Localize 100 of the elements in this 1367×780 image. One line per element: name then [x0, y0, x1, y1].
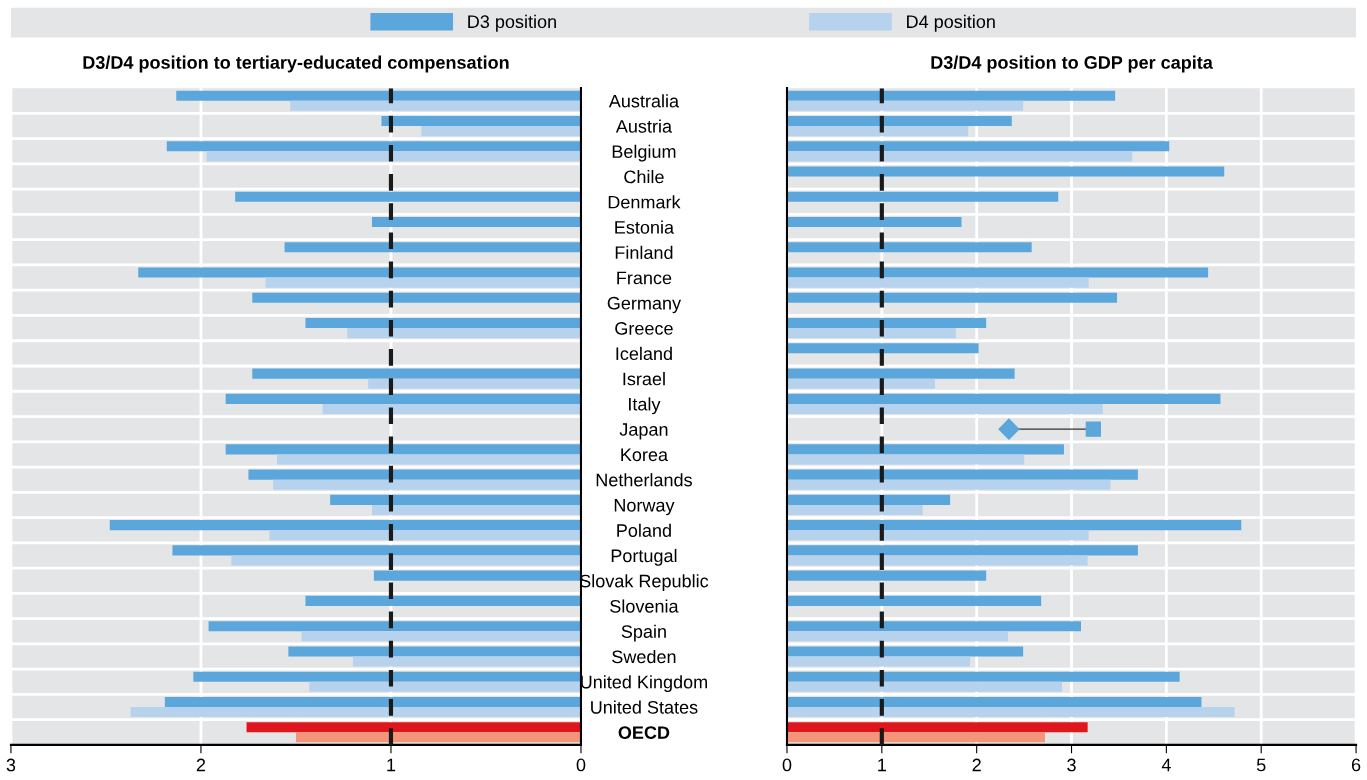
bar [193, 671, 581, 682]
y-tick-label: Finland [615, 245, 673, 260]
y-tick-label: Iceland [616, 346, 672, 361]
bar [381, 115, 581, 127]
bar [130, 707, 581, 718]
bar [786, 141, 1170, 152]
bar [786, 621, 1082, 632]
bar [786, 292, 1118, 303]
y-tick-label: France [617, 271, 672, 285]
bar [786, 378, 935, 389]
bar [269, 530, 581, 541]
bar [786, 403, 1103, 414]
bar [786, 555, 1088, 566]
bar [786, 696, 1202, 708]
bar [301, 631, 581, 642]
bar [176, 90, 581, 101]
bar [273, 479, 581, 490]
bar [786, 520, 1242, 531]
y-tick-label: OECD [618, 726, 670, 739]
bar [786, 267, 1209, 278]
bar [786, 504, 923, 516]
y-tick-label: Denmark [608, 195, 681, 209]
bar [231, 555, 581, 566]
bar [786, 115, 1012, 127]
bar [786, 681, 1063, 692]
bar [371, 216, 581, 228]
bar [786, 494, 951, 505]
bar [786, 277, 1089, 288]
bar [164, 696, 581, 708]
bar [309, 681, 581, 692]
y-tick-label: United Kingdom [581, 675, 707, 693]
bar [786, 545, 1138, 556]
x-tick-label: 0 [576, 758, 586, 772]
bar [786, 444, 1064, 455]
bar [421, 126, 581, 137]
bar [138, 267, 581, 278]
x-tick-label: 6 [1351, 758, 1361, 772]
bar [252, 292, 581, 303]
y-tick-label: Slovenia [610, 599, 679, 613]
y-tick-label: Norway [614, 499, 675, 516]
bar [276, 454, 581, 465]
x-tick-label: 1 [878, 758, 886, 772]
y-tick-label: Chile [624, 170, 664, 184]
bar [322, 403, 581, 414]
y-tick-label: Australia [608, 94, 680, 108]
y-tick-label: Italy [629, 397, 661, 415]
bar [786, 530, 1089, 541]
y-tick-label: Estonia [615, 220, 675, 234]
bar [305, 318, 581, 329]
bar [295, 732, 581, 743]
bar [786, 126, 969, 137]
x-tick-label: 2 [972, 758, 981, 772]
x-tick-label: 3 [6, 758, 16, 772]
bar [786, 191, 1059, 202]
bar [786, 722, 1088, 733]
bar [305, 595, 581, 606]
bar [347, 328, 581, 339]
bar [265, 277, 581, 288]
x-tick-label: 0 [782, 758, 792, 772]
bar [786, 595, 1042, 606]
bar [786, 454, 1025, 465]
y-tick-label: Belgium [612, 144, 676, 162]
bar [786, 216, 962, 228]
chart-title: D3/D4 position to tertiary-educated compensation [83, 55, 509, 73]
bar [166, 141, 581, 152]
bar [208, 621, 581, 632]
bar [786, 631, 1008, 642]
bar [786, 570, 987, 581]
bar [352, 656, 581, 667]
chart-title: D3/D4 position to GDP per capita [931, 55, 1213, 73]
y-tick-label: Slovak Republic [580, 574, 709, 591]
bar [248, 469, 581, 480]
x-tick-label: 2 [196, 758, 206, 772]
bar [786, 646, 1024, 657]
bar [786, 151, 1133, 162]
y-tick-label: Japan [619, 423, 668, 440]
bar [786, 656, 971, 667]
bar [786, 328, 956, 339]
bar [786, 90, 1116, 101]
bar [786, 393, 1221, 404]
y-tick-label: Germany [607, 296, 682, 314]
bar [330, 494, 581, 505]
bar [786, 242, 1032, 253]
y-tick-label: Spain [621, 624, 666, 642]
x-tick-label: 4 [1161, 758, 1171, 772]
bar [371, 504, 581, 516]
bar [235, 191, 581, 202]
bar [109, 520, 581, 531]
y-tick-label: Netherlands [596, 473, 692, 487]
bar [786, 343, 979, 354]
y-tick-label: Sweden [612, 649, 676, 664]
bar [206, 151, 581, 162]
bar [786, 707, 1235, 718]
bar [246, 722, 581, 733]
bar [290, 100, 581, 111]
bar [288, 646, 581, 657]
y-tick-label: Portugal [611, 548, 677, 566]
x-tick-label: 1 [387, 758, 396, 772]
bar [225, 393, 581, 404]
x-tick-label: 5 [1256, 758, 1266, 772]
